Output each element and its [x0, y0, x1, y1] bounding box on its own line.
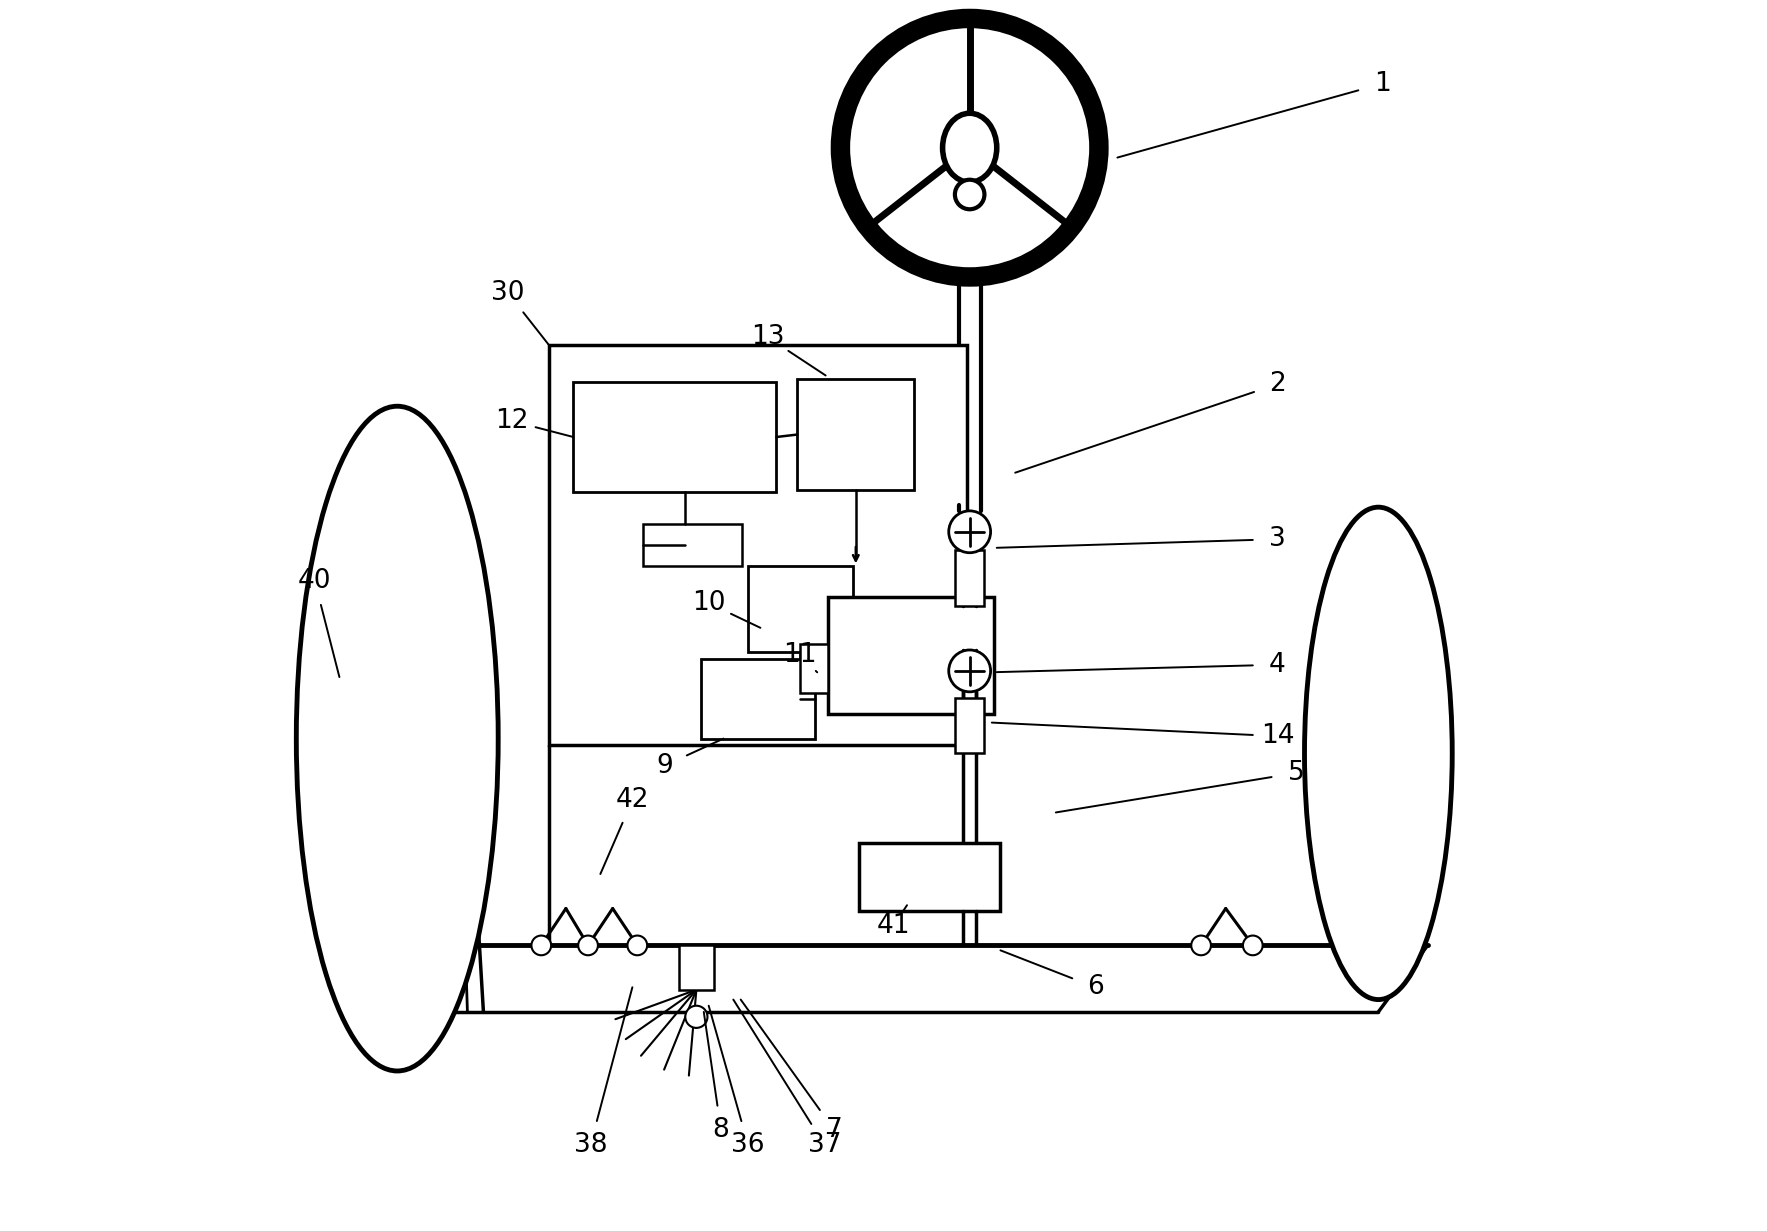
- Text: 1: 1: [1373, 70, 1391, 97]
- Text: 40: 40: [299, 567, 332, 595]
- Bar: [701, 659, 815, 739]
- Bar: [829, 597, 995, 714]
- Text: 10: 10: [693, 590, 726, 617]
- Text: 3: 3: [1269, 526, 1286, 553]
- Text: 14: 14: [1260, 723, 1293, 750]
- Circle shape: [954, 180, 984, 209]
- Text: 7: 7: [825, 1117, 843, 1144]
- Circle shape: [1242, 936, 1263, 955]
- Text: 5: 5: [1288, 760, 1304, 787]
- Bar: [550, 345, 967, 745]
- Bar: [954, 550, 984, 606]
- Ellipse shape: [942, 113, 997, 182]
- Text: 12: 12: [495, 407, 528, 435]
- Text: 38: 38: [574, 1131, 608, 1158]
- Text: 6: 6: [1087, 974, 1104, 1001]
- Bar: [573, 382, 776, 492]
- Text: 42: 42: [615, 787, 648, 814]
- Bar: [679, 945, 714, 990]
- Circle shape: [1191, 936, 1210, 955]
- Circle shape: [686, 1006, 707, 1028]
- Circle shape: [578, 936, 597, 955]
- Text: 30: 30: [491, 279, 525, 307]
- Text: 41: 41: [876, 912, 910, 939]
- Circle shape: [949, 511, 991, 553]
- Text: 36: 36: [732, 1131, 765, 1158]
- Bar: [643, 524, 742, 566]
- Circle shape: [627, 936, 647, 955]
- Ellipse shape: [1304, 507, 1452, 1000]
- Text: 2: 2: [1269, 371, 1286, 398]
- Circle shape: [949, 650, 991, 692]
- Text: 9: 9: [656, 752, 673, 779]
- Ellipse shape: [297, 406, 498, 1071]
- Circle shape: [841, 18, 1099, 277]
- Bar: [747, 566, 853, 652]
- Circle shape: [532, 936, 551, 955]
- Text: 4: 4: [1269, 651, 1286, 678]
- Text: 37: 37: [808, 1131, 841, 1158]
- Bar: [797, 379, 914, 490]
- Bar: [954, 698, 984, 753]
- Text: 11: 11: [783, 641, 816, 668]
- Text: 13: 13: [751, 324, 785, 351]
- Bar: [800, 644, 829, 693]
- Bar: [859, 843, 1000, 911]
- Text: 8: 8: [712, 1117, 730, 1144]
